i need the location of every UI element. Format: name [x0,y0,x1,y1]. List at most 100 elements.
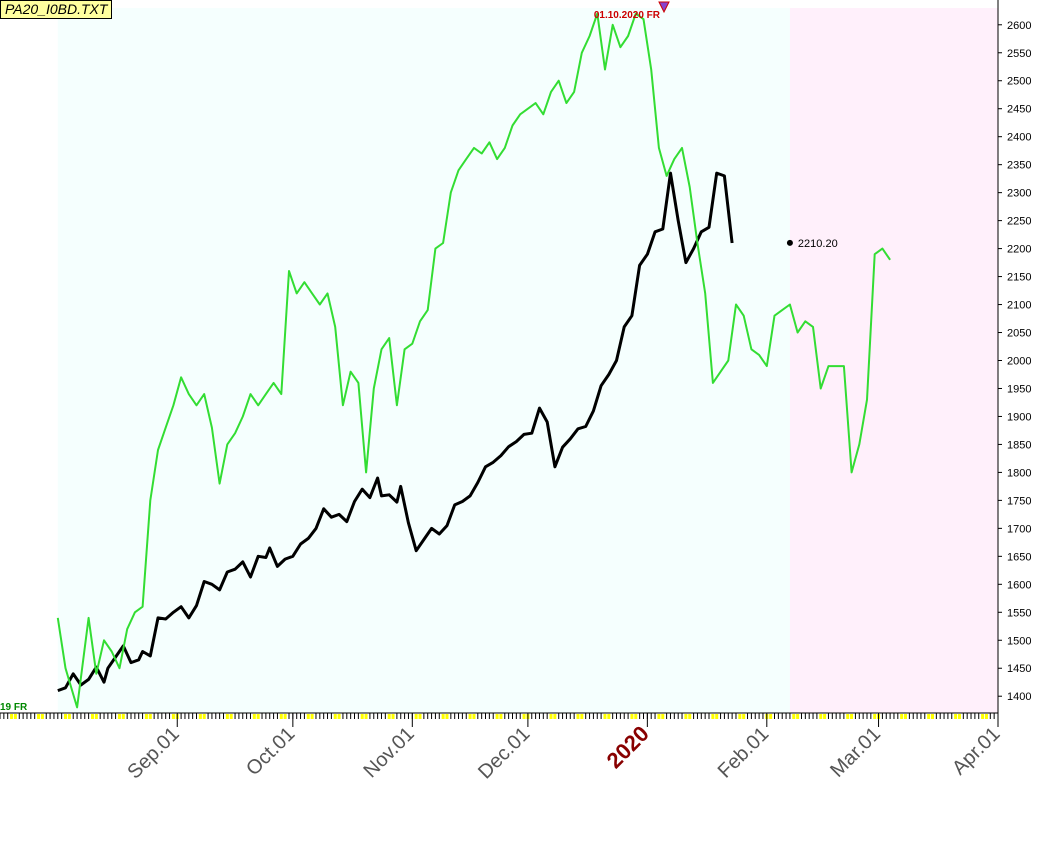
region-forecast [789,8,998,713]
x-weekend-mark [607,714,611,719]
series-forecast-line [56,12,891,709]
x-weekend-mark [10,714,14,719]
y-tick-label: 2600 [1007,20,1031,32]
x-weekend-mark [117,714,121,719]
y-tick-label: 2000 [1007,356,1031,368]
y-tick-label: 2500 [1007,76,1031,88]
x-weekend-mark [927,714,931,719]
y-tick-label: 1650 [1007,551,1031,563]
x-weekend-mark [742,714,746,719]
x-weekend-mark [364,714,368,719]
x-weekend-mark [283,714,287,719]
x-tick-label: Nov.01 [360,723,419,782]
y-tick-label: 1550 [1007,607,1031,619]
x-tick-label: Sep.01 [123,723,183,783]
x-weekend-mark [957,714,961,719]
x-axis: Sep.01 Oct.01 Nov.01 Dec.01 2020 Feb.01 Mar.01… [0,713,1005,783]
y-tick-label: 1600 [1007,579,1031,591]
x-weekend-mark [738,714,742,719]
x-weekend-mark [823,714,827,719]
x-weekend-mark [684,714,688,719]
x-weekend-mark [688,714,692,719]
x-weekend-mark [472,714,476,719]
x-weekend-mark [387,714,391,719]
x-weekend-mark [715,714,719,719]
y-tick-label: 2100 [1007,300,1031,312]
x-weekend-mark [576,714,580,719]
x-weekend-mark [769,714,773,719]
y-tick-label: 1450 [1007,663,1031,675]
y-tick-label: 2150 [1007,272,1031,284]
y-tick-label: 2450 [1007,104,1031,116]
x-weekend-mark [198,714,202,719]
x-tick-label: Feb.01 [714,723,774,783]
x-weekend-mark [904,714,908,719]
y-tick-label: 1900 [1007,411,1031,423]
x-weekend-mark [279,714,283,719]
x-weekend-mark [819,714,823,719]
last-value-label: 2210.20 [798,238,838,250]
x-tick-label: Dec.01 [474,723,534,783]
y-tick-label: 2550 [1007,48,1031,60]
x-weekend-mark [850,714,854,719]
y-tick-label: 2300 [1007,188,1031,200]
x-tick-label: Apr.01 [948,723,1004,779]
x-weekend-mark [661,714,665,719]
y-tick-label: 1700 [1007,523,1031,535]
x-tick-label: 2020 [602,721,654,773]
x-weekend-mark [499,714,503,719]
x-weekend-mark [981,714,985,719]
series-price-line [57,171,734,693]
y-tick-label: 1850 [1007,439,1031,451]
x-weekend-mark [337,714,341,719]
x-weekend-mark [796,714,800,719]
start-date-label: 19 FR [0,702,28,713]
x-weekend-mark [873,714,877,719]
x-weekend-mark [954,714,958,719]
y-tick-label: 2200 [1007,244,1031,256]
y-axis: 1400 1450 1500 1550 1600 1650 1700 1750 1800 1850… [998,20,1031,703]
y-tick-label: 1400 [1007,691,1031,703]
x-weekend-mark [522,714,526,719]
x-weekend-mark [225,714,229,719]
series-layer [56,12,891,709]
x-weekend-mark [333,714,337,719]
annotations: 01.10.2020 FR 19 FR 2210.20 [0,1,838,713]
x-weekend-mark [414,714,418,719]
y-tick-label: 2250 [1007,216,1031,228]
y-tick-label: 1800 [1007,467,1031,479]
last-value-dot [786,239,793,246]
peak-date-label: 01.10.2020 FR [594,10,661,21]
x-weekend-mark [64,714,68,719]
x-weekend-mark [310,714,314,719]
x-weekend-mark [40,714,44,719]
x-weekend-mark [711,714,715,719]
y-tick-label: 1500 [1007,635,1031,647]
x-tick-label: Mar.01 [826,723,885,782]
x-weekend-mark [418,714,422,719]
x-weekend-mark [984,714,988,719]
x-weekend-mark [468,714,472,719]
y-tick-label: 1950 [1007,383,1031,395]
y-tick-label: 1750 [1007,495,1031,507]
x-weekend-mark [67,714,71,719]
y-tick-label: 2050 [1007,328,1031,340]
x-weekend-mark [930,714,934,719]
region-history [57,8,790,713]
x-weekend-mark [549,714,553,719]
x-weekend-mark [445,714,449,719]
x-weekend-mark [37,714,41,719]
y-tick-label: 2350 [1007,160,1031,172]
x-weekend-mark [391,714,395,719]
x-weekend-mark [94,714,98,719]
x-weekend-mark [306,714,310,719]
x-weekend-mark [360,714,364,719]
peak-marker-icon [658,1,670,14]
x-weekend-mark [495,714,499,719]
x-weekend-mark [90,714,94,719]
x-weekend-mark [846,714,850,719]
x-weekend-mark [441,714,445,719]
x-weekend-mark [657,714,661,719]
y-tick-label: 2400 [1007,132,1031,144]
